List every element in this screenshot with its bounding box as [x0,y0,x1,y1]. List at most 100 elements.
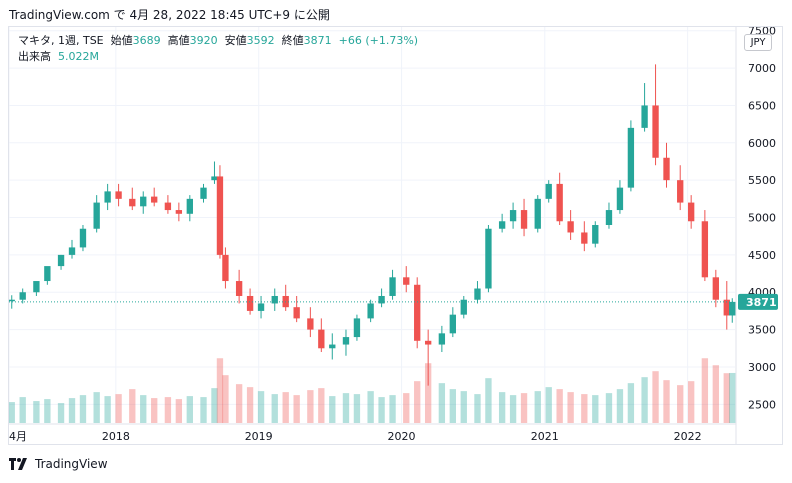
candles [8,64,736,386]
candle-body [235,281,243,296]
y-tick-label: 6000 [748,137,776,150]
candle-body [567,221,574,233]
low-label: 安値 [224,34,247,47]
volume-bar [474,394,481,423]
candle-body [474,288,481,300]
candle-body [164,202,172,211]
candle-body [545,183,552,199]
legend-ohlc-row: マキタ, 1週, TSE 始値3689 高値3920 安値3592 終値3871… [18,33,418,49]
volume-bar [403,393,410,423]
volume-bar [44,399,51,423]
candle-body [534,198,541,229]
x-tick-label: 2021 [531,430,559,443]
volume-bar [200,397,207,423]
volume-bar [449,389,456,423]
volume-bar [652,371,659,423]
candle-body [271,295,278,304]
brand-name[interactable]: TradingView [35,457,108,471]
candle-body [641,105,648,128]
y-tick-label: 4500 [748,249,776,262]
y-tick-label: 3000 [748,361,776,374]
candle-body [79,228,87,248]
candle-body [175,210,183,214]
candle-body [115,191,122,199]
candle-body [44,266,51,282]
volume-bar [68,398,76,423]
y-tick-label: 5000 [748,212,776,225]
candle-body [701,221,709,278]
candle-body [414,284,421,341]
volume-bar [723,373,730,423]
volume-bar [246,387,254,423]
footer: TradingView [9,457,108,471]
candle-body [520,210,528,229]
volume-bar [414,381,421,423]
volume-bar [104,396,111,423]
candle-body [151,196,158,203]
y-tick-label: 6500 [748,99,776,112]
legend: マキタ, 1週, TSE 始値3689 高値3920 安値3592 終値3871… [18,33,418,65]
candle-body [403,277,410,285]
high-label: 高値 [167,34,190,47]
high-value: 3920 [189,34,218,47]
candle-body [246,295,254,311]
candle-body [509,210,517,222]
volume-bar [485,378,492,423]
volume-bar [556,389,563,423]
candle-body [129,198,136,207]
candle-body [8,299,15,302]
candle-body [186,198,193,214]
candle-body [342,337,350,345]
open-value: 3689 [132,34,161,47]
volume-bar [627,383,635,423]
volume-bar [164,397,172,423]
y-tick-label: 7000 [748,62,776,75]
candle-body [329,344,336,349]
candle-body [627,127,635,188]
candle-body [605,210,613,225]
volume-bar [216,358,224,423]
candle-body [424,340,432,345]
candle-body [498,221,506,229]
y-tick-label: 3500 [748,324,776,337]
volume-bar [318,388,325,423]
candle-body [57,254,65,267]
volume-bar [545,387,552,423]
volume-bar [235,384,243,423]
currency-label[interactable]: JPY [744,34,772,51]
volume-value: 5.022M [58,50,99,63]
tradingview-logo-icon [9,458,27,470]
volume-bar [307,390,314,423]
volume-bar [8,402,15,423]
volume-bar [175,399,183,423]
volume-bar [712,365,719,423]
grid [8,27,735,423]
candle-body [293,307,300,319]
volume-bar [663,380,670,423]
x-tick-label: 2019 [245,430,273,443]
last-price-marker [738,293,778,310]
candle-body [68,247,76,255]
volume-bar [222,375,229,423]
candle-body [200,187,207,199]
volume-bar [211,388,218,423]
volume-bar [677,385,684,423]
volume-bar [257,391,265,423]
volume-bar [592,395,599,423]
close-value: 3871 [303,34,332,47]
candle-body [581,232,588,244]
volume-bar [342,393,350,423]
volume-bar [19,397,26,423]
change-value: +66 (+1.73%) [338,34,419,47]
symbol-info[interactable]: マキタ, 1週, TSE [18,34,104,47]
volume-bar [282,392,289,423]
volume-bar [729,372,736,423]
volume-bar [57,403,65,423]
volume-bar [329,396,336,423]
candle-body [616,187,624,211]
candle-body [19,292,26,300]
volume-bar [367,391,374,423]
published-caption: TradingView.com で 4月 28, 2022 18:45 UTC+… [9,8,330,22]
volume-bar [271,394,278,423]
